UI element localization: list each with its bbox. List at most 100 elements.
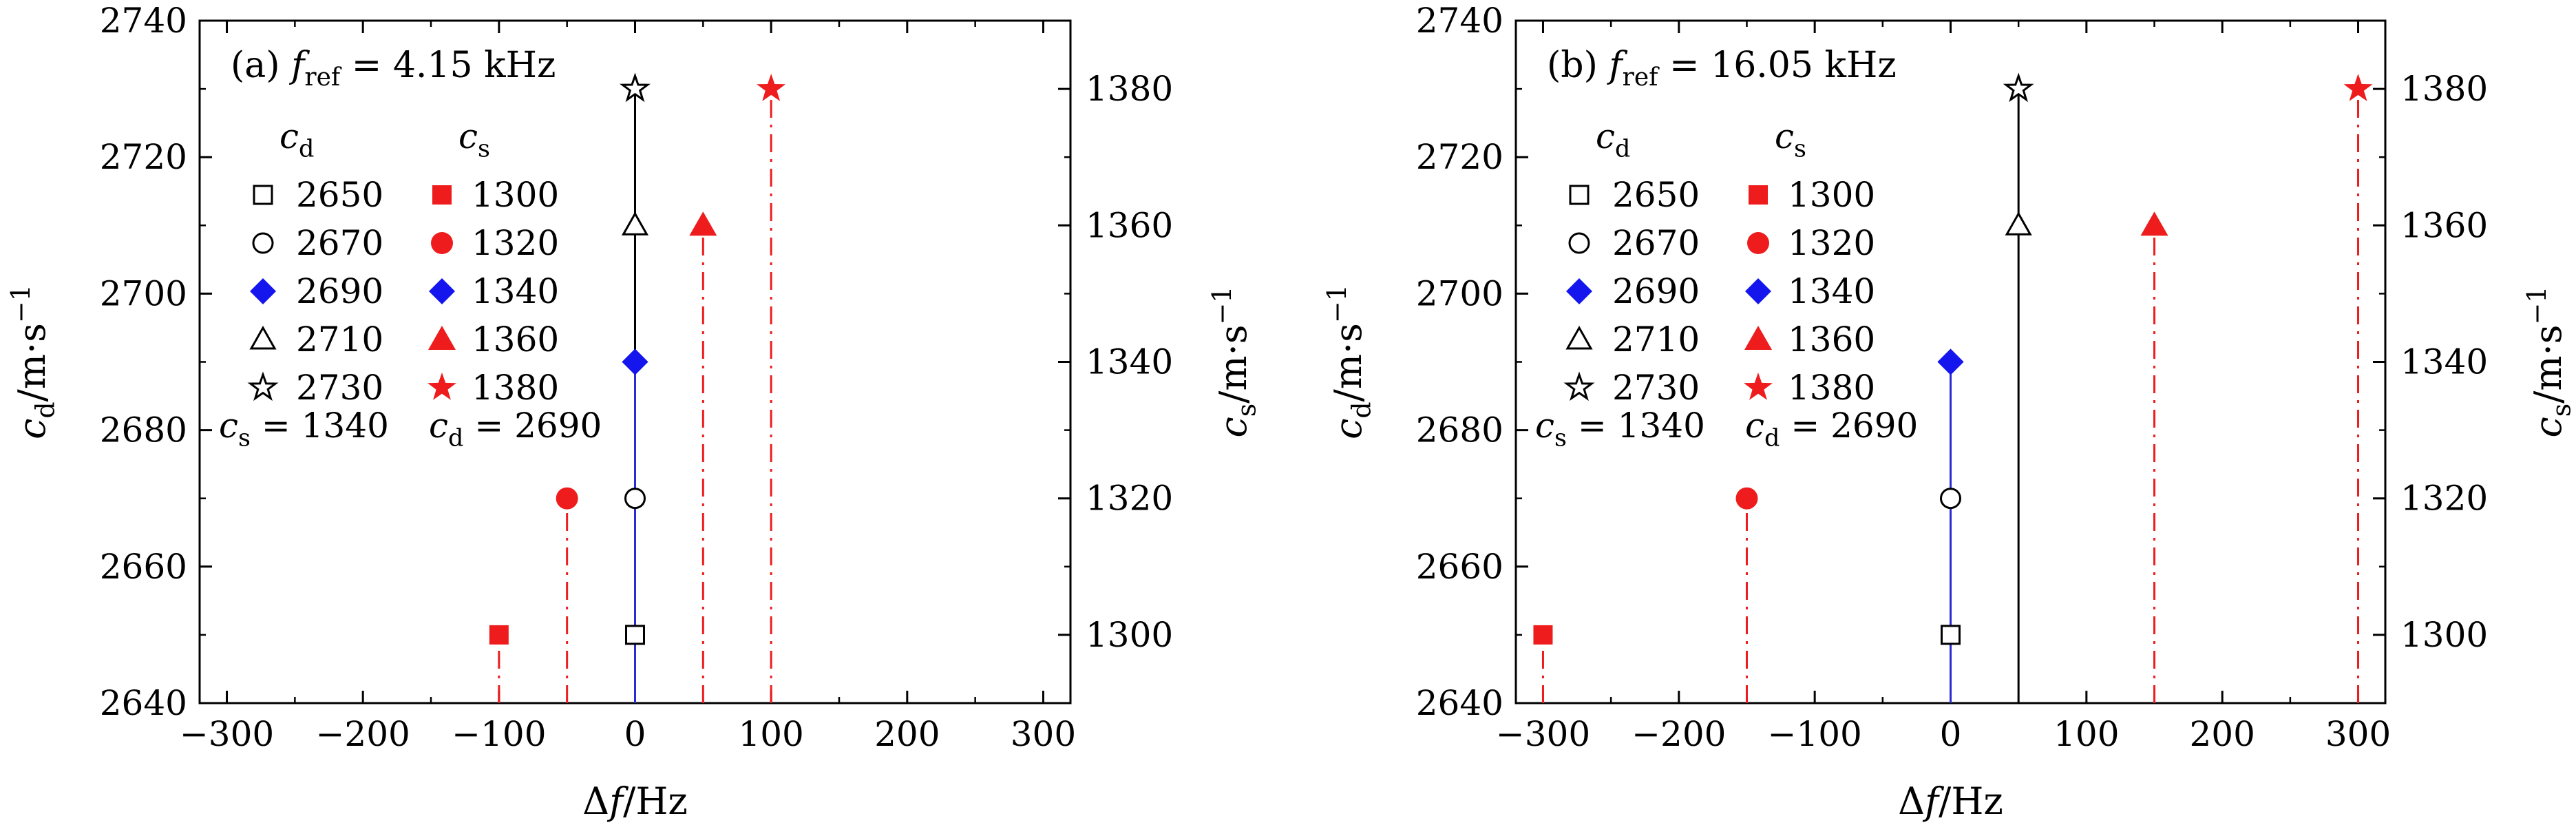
- chart-panel-b: −300 −200 −100 0 100 200 300 2640 2660 2680 2700 27…: [1322, 1, 2576, 823]
- y-left-tick-label: 2700: [1416, 273, 1503, 313]
- x-tick-label: 100: [2054, 714, 2119, 754]
- legend-note-cd-series: cs = 1340: [1535, 406, 1705, 452]
- legend-marker-cs: [1745, 278, 1771, 304]
- legend-marker-cd: [247, 371, 279, 401]
- cd-point-marker: [1940, 488, 1961, 510]
- cd-point-marker: [621, 211, 649, 236]
- legend-note-cd-series: cs = 1340: [219, 406, 389, 452]
- y-left-tick-label: 2720: [1416, 137, 1503, 177]
- x-tick-label: 200: [874, 714, 940, 754]
- legend-marker-cd: [253, 185, 273, 205]
- y-right-tick-label: 1380: [2400, 69, 2488, 109]
- legend-marker-cs: [1749, 185, 1768, 205]
- y-right-tick-label: 1380: [1086, 69, 1173, 109]
- y-left-tick-label: 2720: [100, 137, 187, 177]
- legend-value-cs: 1380: [472, 368, 559, 408]
- legend-header-cd: cd: [279, 116, 314, 163]
- y-left-tick-label: 2660: [100, 547, 187, 587]
- legend-marker-cd: [1565, 325, 1593, 350]
- cs-point-marker: [757, 74, 786, 101]
- y-right-tick-label: 1300: [1086, 615, 1173, 655]
- cs-point-marker: [689, 211, 717, 236]
- x-tick-label: 100: [738, 714, 803, 754]
- x-tick-label: 0: [1940, 714, 1962, 754]
- legend-marker-cd: [1566, 278, 1592, 304]
- y-left-axis-title: cd/m·s−1: [6, 284, 61, 439]
- x-tick-label: −200: [1632, 714, 1726, 754]
- legend-marker-cd: [252, 232, 274, 254]
- legend-marker-cs: [1744, 373, 1773, 400]
- panel-label: (b) fref = 16.05 kHz: [1547, 45, 1897, 92]
- x-tick-label: 200: [2189, 714, 2255, 754]
- x-tick-label: −300: [1496, 714, 1590, 754]
- legend-value-cd: 2690: [296, 271, 383, 311]
- y-left-axis-title: cd/m·s−1: [1322, 284, 1377, 439]
- legend: cd cs 2650 2670 2690 2710 2730 1300 1320 1340 1360…: [1535, 116, 1918, 452]
- legend-marker-cs: [1747, 232, 1769, 254]
- y-left-tick-label: 2640: [1416, 683, 1503, 723]
- y-right-tick-label: 1320: [2400, 479, 2488, 519]
- cs-point-marker: [622, 348, 648, 375]
- cs-point-marker: [489, 625, 509, 645]
- legend-value-cd: 2710: [1612, 320, 1700, 359]
- cd-point-marker: [625, 625, 645, 645]
- legend-value-cd: 2710: [296, 320, 383, 359]
- y-right-tick-label: 1360: [1086, 205, 1173, 245]
- y-left-tick-label: 2700: [100, 273, 187, 313]
- panel-label: (a) fref = 4.15 kHz: [231, 45, 556, 92]
- cd-point-marker: [624, 488, 646, 510]
- y-left-tick-label: 2640: [100, 683, 187, 723]
- cs-point-marker: [556, 487, 578, 510]
- legend-header-cs: cs: [458, 116, 490, 163]
- y-left-tick-label: 2740: [100, 1, 187, 41]
- legend-value-cd: 2670: [1612, 223, 1700, 263]
- cd-point-marker: [2005, 211, 2032, 236]
- legend-value-cd: 2650: [296, 175, 383, 215]
- legend: cd cs 2650 2670 2690 2710 2730 1300 1320 1340 1360…: [219, 116, 602, 452]
- cs-point-marker: [1533, 625, 1553, 645]
- x-tick-label: 300: [1011, 714, 1076, 754]
- x-axis-title: Δf/Hz: [582, 780, 688, 823]
- legend-value-cd: 2650: [1612, 175, 1700, 215]
- x-tick-label: −300: [180, 714, 274, 754]
- legend-marker-cd: [1569, 185, 1590, 205]
- legend-value-cs: 1360: [1788, 320, 1875, 359]
- cs-point-marker: [2140, 211, 2168, 236]
- legend-marker-cs: [431, 232, 453, 254]
- cs-point-marker: [2343, 74, 2373, 101]
- x-tick-label: −100: [1767, 714, 1861, 754]
- legend-header-cd: cd: [1596, 116, 1630, 163]
- cs-point-marker: [1735, 487, 1758, 510]
- y-right-axis-title: cs/m·s−1: [1207, 286, 1262, 438]
- cs-point-marker: [1937, 348, 1964, 375]
- legend-value-cs: 1340: [472, 271, 559, 311]
- y-left-tick-label: 2740: [1416, 1, 1503, 41]
- legend-value-cd: 2670: [296, 223, 383, 263]
- legend-note-cs-series: cd = 2690: [429, 406, 602, 452]
- x-tick-label: 300: [2325, 714, 2391, 754]
- cd-point-marker: [1941, 625, 1961, 645]
- y-right-tick-label: 1340: [1086, 342, 1173, 382]
- x-tick-label: −200: [316, 714, 410, 754]
- x-tick-label: 0: [624, 714, 646, 754]
- y-right-tick-label: 1320: [1086, 479, 1173, 519]
- legend-value-cs: 1380: [1788, 368, 1875, 408]
- legend-value-cd: 2690: [1612, 271, 1700, 311]
- legend-marker-cd: [1563, 371, 1595, 401]
- legend-marker-cd: [1568, 232, 1590, 254]
- legend-note-cs-series: cd = 2690: [1745, 406, 1918, 452]
- y-left-tick-label: 2660: [1416, 547, 1503, 587]
- legend-value-cs: 1340: [1788, 271, 1875, 311]
- x-axis-title: Δf/Hz: [1898, 780, 2003, 823]
- legend-value-cd: 2730: [296, 368, 383, 408]
- legend-value-cs: 1300: [1788, 175, 1875, 215]
- legend-marker-cd: [249, 325, 277, 350]
- legend-value-cs: 1300: [472, 175, 559, 215]
- y-left-tick-label: 2680: [1416, 410, 1503, 450]
- legend-value-cs: 1320: [1788, 223, 1875, 263]
- legend-marker-cs: [432, 185, 452, 205]
- y-right-tick-label: 1340: [2400, 342, 2488, 382]
- y-right-tick-label: 1360: [2400, 205, 2488, 245]
- chart-panel-a: −300 −200 −100 0 100 200 300 2640 2660 2680 2700 27…: [6, 1, 1262, 823]
